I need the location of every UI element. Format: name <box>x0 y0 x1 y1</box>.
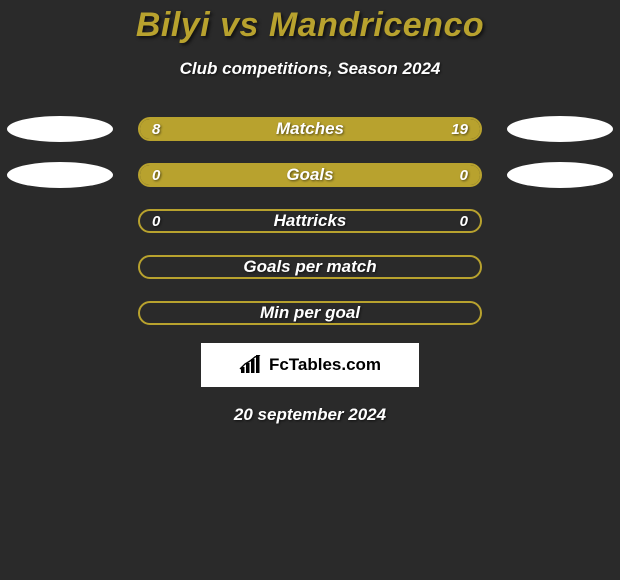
stat-row: 819Matches <box>0 117 620 141</box>
stat-bar: Min per goal <box>138 301 482 325</box>
player-a-avatar <box>7 162 113 188</box>
player-b-avatar <box>507 162 613 188</box>
stat-rows: 819Matches 00Goals 00Hattricks Goals per ma… <box>0 117 620 325</box>
stat-row: 00Hattricks <box>0 209 620 233</box>
stat-bar: 00Goals <box>138 163 482 187</box>
player-b-avatar <box>507 116 613 142</box>
player-a-name: Bilyi <box>136 6 210 44</box>
stat-label: Matches <box>140 119 480 139</box>
stat-row: Min per goal <box>0 301 620 325</box>
stat-row: Goals per match <box>0 255 620 279</box>
player-b-name: Mandricenco <box>269 6 484 44</box>
player-a-avatar <box>7 116 113 142</box>
logo-text: FcTables.com <box>269 355 381 375</box>
stat-label: Goals per match <box>140 257 480 277</box>
stat-bar: 00Hattricks <box>138 209 482 233</box>
barchart-icon <box>239 355 263 375</box>
comparison-widget: Bilyi vs Mandricenco Club competitions, … <box>0 0 620 580</box>
stat-row: 00Goals <box>0 163 620 187</box>
stat-label: Hattricks <box>140 211 480 231</box>
stat-bar: Goals per match <box>138 255 482 279</box>
stat-label: Min per goal <box>140 303 480 323</box>
page-title: Bilyi vs Mandricenco <box>136 6 484 45</box>
date-text: 20 september 2024 <box>234 405 386 425</box>
vs-separator: vs <box>220 6 259 44</box>
stat-label: Goals <box>140 165 480 185</box>
subtitle: Club competitions, Season 2024 <box>180 59 441 79</box>
stat-bar: 819Matches <box>138 117 482 141</box>
logo-box: FcTables.com <box>201 343 419 387</box>
